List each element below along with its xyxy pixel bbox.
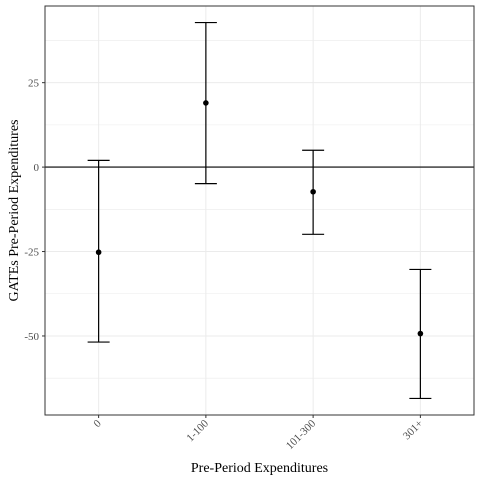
estimate-point [310,188,316,195]
y-axis-title: GATEs Pre-Period Expenditures [7,120,22,302]
y-tick-label: -25 [24,247,39,259]
estimate-point [95,249,102,256]
estimate-points [95,100,424,337]
estimate-point [203,100,209,106]
x-tick-label: 0 [91,417,104,430]
y-tick-label: 0 [34,162,40,174]
y-axis: 25 0 -25 -50 [24,78,45,343]
x-axis: 0 1-100 101-300 301+ [91,415,425,452]
estimate-point [417,330,424,337]
panel-border [44,5,475,416]
y-tick-label: 25 [28,78,40,90]
grid-lines [45,6,474,415]
x-tick-label: 1-100 [184,417,211,444]
x-tick-label: 101-300 [284,417,319,452]
x-axis-title: Pre-Period Expenditures [191,461,328,476]
error-bars [87,21,432,400]
x-tick-label: 301+ [401,418,426,443]
y-tick-label: -50 [24,331,39,343]
